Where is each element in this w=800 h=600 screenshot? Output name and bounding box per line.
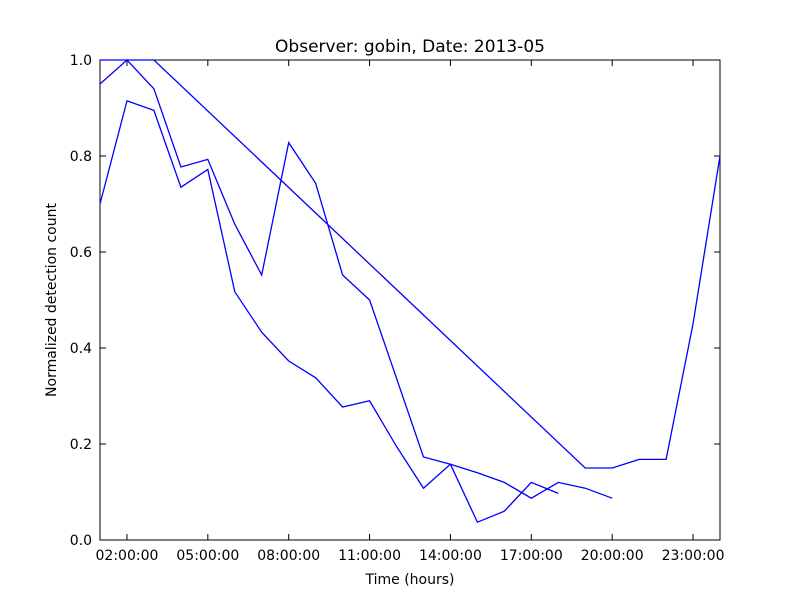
y-axis-label: Normalized detection count: [44, 203, 60, 397]
y-tick-label: 0.0: [70, 533, 92, 549]
y-tick-label: 0.8: [70, 149, 92, 165]
x-axis-label: Time (hours): [365, 572, 455, 588]
x-tick-label: 02:00:00: [96, 548, 159, 564]
x-tick-label: 20:00:00: [581, 548, 644, 564]
series-line-2: [99, 59, 613, 499]
x-tick-label: 23:00:00: [662, 548, 725, 564]
x-tick-label: 11:00:00: [338, 548, 401, 564]
y-tick-label: 0.2: [70, 437, 92, 453]
y-tick-label: 0.6: [70, 245, 92, 261]
series-group: [99, 59, 721, 524]
y-tick-label: 1.0: [70, 53, 92, 69]
x-tick-label: 17:00:00: [500, 548, 563, 564]
x-tick-label: 14:00:00: [419, 548, 482, 564]
chart-title: Observer: gobin, Date: 2013-05: [275, 37, 545, 57]
axis-ticks: 02:00:00 05:00:00 08:00:00 11:00:00 14:00:00…: [70, 53, 725, 564]
series-line-3: [100, 59, 721, 469]
plot-frame: [99, 59, 721, 541]
y-tick-label: 0.4: [70, 341, 92, 357]
series-line-1: [99, 99, 559, 524]
x-tick-label: 05:00:00: [176, 548, 239, 564]
x-tick-label: 08:00:00: [257, 548, 320, 564]
